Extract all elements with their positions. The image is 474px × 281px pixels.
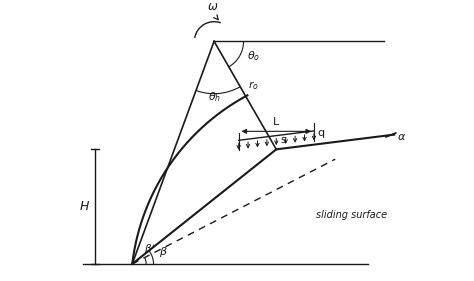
Text: $\theta_o$: $\theta_o$ — [247, 49, 260, 63]
Text: s: s — [281, 135, 286, 146]
Text: sliding surface: sliding surface — [316, 210, 387, 220]
Text: $r_o$: $r_o$ — [248, 79, 259, 92]
Text: $\beta'$: $\beta'$ — [144, 243, 155, 257]
Text: $\dot{\omega}$: $\dot{\omega}$ — [207, 0, 218, 14]
Text: H: H — [80, 200, 90, 213]
Text: q: q — [318, 128, 325, 137]
Text: L: L — [273, 117, 279, 128]
Text: $\theta_h$: $\theta_h$ — [208, 90, 221, 104]
Text: $\alpha$: $\alpha$ — [397, 132, 406, 142]
Text: $\beta$: $\beta$ — [159, 245, 168, 259]
